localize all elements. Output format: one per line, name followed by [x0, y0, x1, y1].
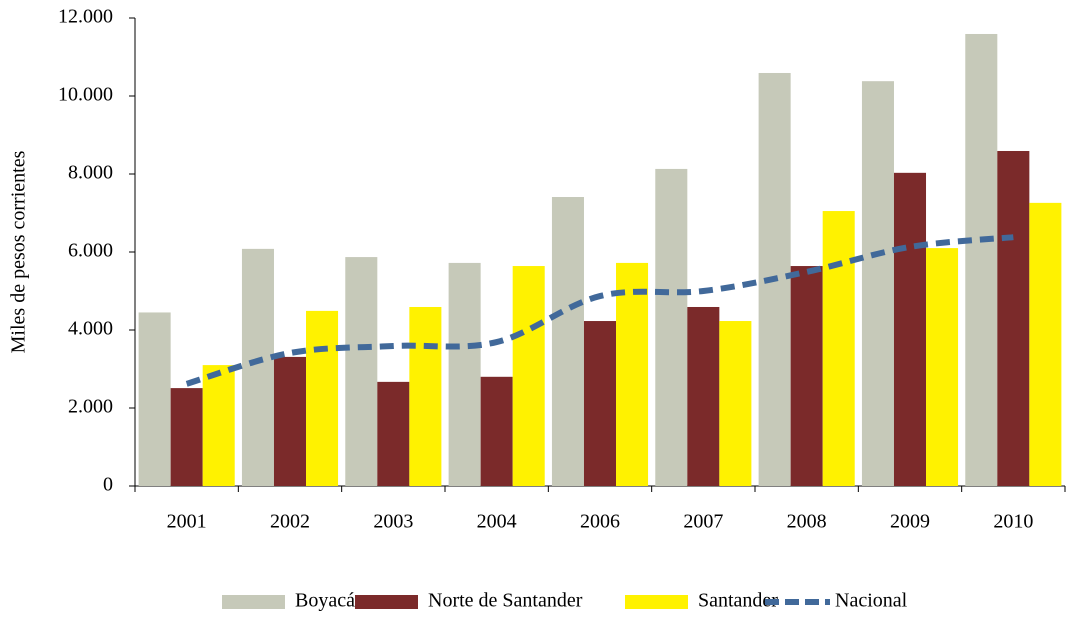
legend-label: Santander	[698, 590, 778, 612]
bar	[719, 321, 752, 486]
bar	[273, 356, 307, 486]
legend-swatch	[355, 595, 418, 609]
bar	[409, 306, 442, 486]
legend-label: Boyacá	[295, 590, 355, 612]
legend-swatch	[625, 595, 688, 609]
bar	[551, 197, 584, 486]
x-tick-label: 2001	[167, 511, 207, 533]
legend-label: Norte de Santander	[428, 590, 583, 612]
bar	[822, 211, 855, 487]
line	[185, 234, 1014, 387]
bar	[790, 266, 823, 486]
x-tick-label: 2003	[373, 511, 413, 533]
y-tick-label: 12.000	[58, 6, 113, 28]
y-axis-label: Miles de pesos corrientes	[8, 150, 30, 353]
bar	[965, 33, 998, 487]
y-tick-label: 6.000	[68, 240, 113, 262]
y-tick-label: 2.000	[68, 396, 113, 418]
bar	[655, 168, 688, 486]
x-tick-label: 2009	[890, 511, 930, 533]
x-tick-label: 2008	[787, 511, 827, 533]
y-tick-label: 4.000	[68, 318, 113, 340]
x-tick-label: 2002	[270, 511, 310, 533]
x-tick-label: 2007	[683, 511, 723, 533]
bar	[170, 388, 203, 486]
bar	[377, 381, 410, 486]
y-tick-label: 10.000	[58, 84, 113, 106]
y-tick-label: 0	[103, 474, 113, 496]
bar	[926, 248, 959, 486]
bar	[512, 266, 545, 486]
legend-label: Nacional	[835, 590, 908, 612]
bar	[306, 310, 339, 486]
bar	[997, 150, 1030, 487]
bar	[893, 172, 927, 486]
bar	[345, 257, 378, 486]
bar	[1029, 202, 1062, 487]
bar	[687, 306, 720, 486]
bar	[202, 365, 235, 486]
x-tick-label: 2010	[993, 511, 1033, 533]
bar	[583, 321, 617, 486]
x-tick-label: 2004	[477, 511, 517, 533]
bar	[138, 312, 171, 486]
bar	[448, 262, 481, 486]
bar	[616, 262, 649, 486]
bar	[480, 376, 513, 486]
bar	[241, 248, 274, 486]
y-tick-label: 8.000	[68, 162, 113, 184]
legend-swatch	[222, 595, 285, 609]
bar	[861, 81, 894, 487]
x-tick-label: 2006	[580, 511, 620, 533]
